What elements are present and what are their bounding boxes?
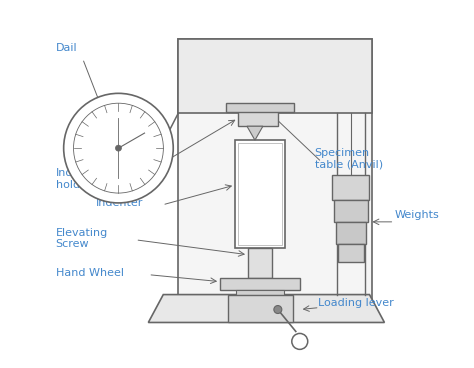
Circle shape [292,333,308,349]
Bar [178,39,373,322]
Bar [220,277,300,290]
Text: Indenter: Indenter [96,198,143,208]
Text: Elevating
Screw: Elevating Screw [55,228,108,250]
Text: Specimen
table (Anvil): Specimen table (Anvil) [315,148,383,170]
Bar [336,222,365,244]
Polygon shape [148,294,384,322]
Text: Loading lever: Loading lever [318,298,393,308]
Bar [235,140,285,248]
Bar [226,103,294,112]
Text: Indenter
holder: Indenter holder [55,168,103,190]
Polygon shape [247,126,263,140]
Bar [238,143,282,245]
Circle shape [64,93,173,203]
Text: Weights: Weights [394,210,439,220]
Circle shape [274,305,282,314]
Circle shape [116,145,121,151]
Bar [228,294,293,322]
Bar [236,290,284,294]
Bar [238,108,278,126]
Bar [248,248,272,277]
Bar [178,39,373,113]
Text: Dail: Dail [55,43,77,53]
Bar [332,175,370,200]
Bar [337,244,364,262]
Bar [334,200,367,222]
Text: Hand Wheel: Hand Wheel [55,268,124,278]
